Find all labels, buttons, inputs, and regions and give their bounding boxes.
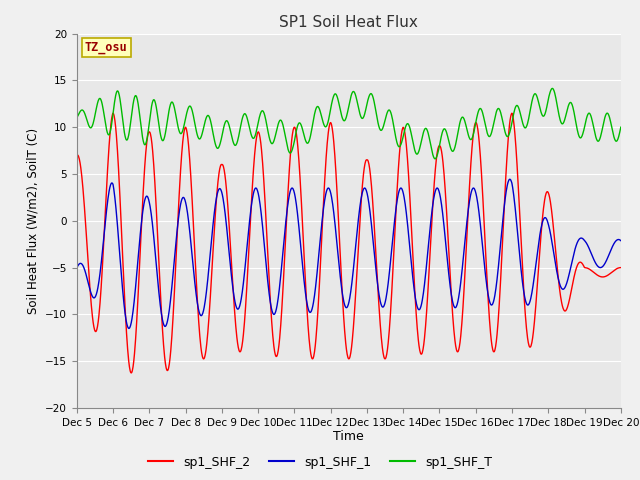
sp1_SHF_1: [73, 265, 81, 271]
Text: TZ_osu: TZ_osu: [85, 41, 128, 54]
sp1_SHF_2: [383, 349, 391, 355]
sp1_SHF_T: [617, 124, 625, 130]
sp1_SHF_T: [325, 117, 333, 122]
Title: SP1 Soil Heat Flux: SP1 Soil Heat Flux: [280, 15, 418, 30]
Line: sp1_SHF_1: sp1_SHF_1: [77, 179, 621, 328]
sp1_SHF_1: [115, 240, 123, 246]
sp1_SHF_T: [315, 105, 323, 110]
sp1_SHF_1: [383, 291, 390, 297]
sp1_SHF_T: [431, 156, 439, 162]
sp1_SHF_1: [316, 248, 323, 253]
sp1_SHF_2: [115, 180, 123, 186]
sp1_SHF_1: [325, 186, 333, 192]
sp1_SHF_T: [115, 91, 123, 96]
sp1_SHF_1: [125, 325, 133, 331]
Legend: sp1_SHF_2, sp1_SHF_1, sp1_SHF_T: sp1_SHF_2, sp1_SHF_1, sp1_SHF_T: [143, 451, 497, 474]
X-axis label: Time: Time: [333, 431, 364, 444]
sp1_SHF_2: [316, 278, 323, 284]
Y-axis label: Soil Heat Flux (W/m2), SoilT (C): Soil Heat Flux (W/m2), SoilT (C): [26, 128, 40, 314]
sp1_SHF_2: [127, 370, 135, 376]
sp1_SHF_1: [617, 238, 625, 243]
sp1_SHF_T: [304, 140, 312, 146]
sp1_SHF_T: [137, 124, 145, 130]
sp1_SHF_2: [326, 123, 333, 129]
sp1_SHF_2: [73, 152, 81, 158]
sp1_SHF_1: [304, 305, 312, 311]
sp1_SHF_2: [305, 327, 312, 333]
sp1_SHF_T: [383, 112, 390, 118]
sp1_SHF_1: [138, 220, 145, 226]
sp1_SHF_1: [506, 176, 513, 182]
sp1_SHF_T: [548, 85, 556, 91]
Line: sp1_SHF_T: sp1_SHF_T: [77, 88, 621, 159]
sp1_SHF_T: [73, 115, 81, 120]
sp1_SHF_2: [109, 110, 117, 116]
sp1_SHF_2: [138, 216, 146, 222]
sp1_SHF_2: [617, 264, 625, 270]
Line: sp1_SHF_2: sp1_SHF_2: [77, 113, 621, 373]
